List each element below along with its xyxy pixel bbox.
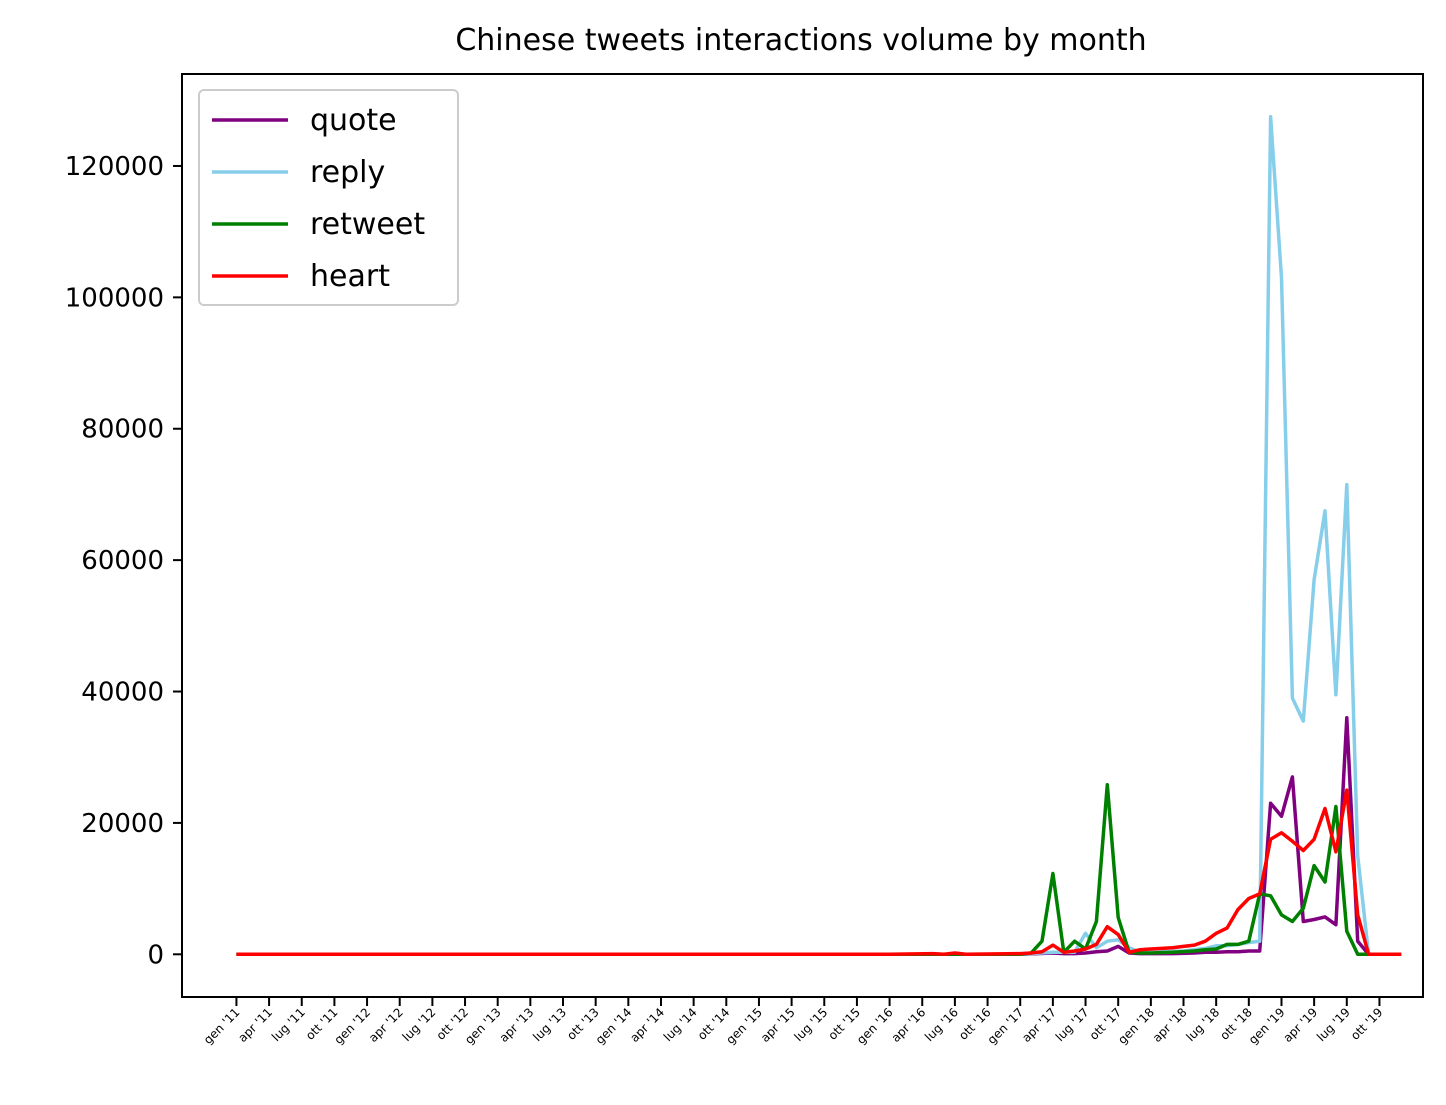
- plot-frame: [181, 73, 1424, 998]
- chart-title: Chinese tweets interactions volume by mo…: [455, 23, 1146, 58]
- legend-label-retweet: retweet: [310, 207, 425, 242]
- legend-label-heart: heart: [310, 259, 390, 294]
- y-tick-label: 0: [147, 940, 164, 970]
- y-axis: 0 20000 40000 60000 80000 100000 120000: [65, 152, 182, 970]
- y-tick-label: 120000: [65, 152, 164, 182]
- y-tick-label: 100000: [65, 283, 164, 313]
- legend-label-reply: reply: [310, 155, 385, 190]
- legend-label-quote: quote: [310, 103, 397, 138]
- y-tick-label: 40000: [81, 678, 164, 708]
- legend-box: [198, 89, 459, 306]
- legend: quote reply retweet heart: [198, 89, 459, 306]
- series-line-heart: [236, 788, 1402, 957]
- series-layer: [236, 114, 1402, 957]
- y-tick-label: 60000: [81, 546, 164, 576]
- y-tick-label: 20000: [81, 809, 164, 839]
- series-line-quote: [236, 716, 1402, 957]
- y-tick-label: 80000: [81, 415, 164, 445]
